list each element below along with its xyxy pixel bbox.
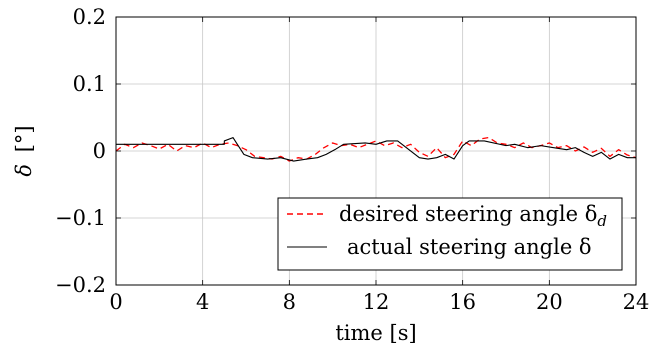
- legend: desired steering angle δd actual steerin…: [277, 197, 623, 271]
- x-tick-label: 12: [363, 290, 390, 314]
- x-tick-label: 0: [109, 290, 122, 314]
- y-axis-unit: [°]: [12, 125, 36, 152]
- y-tick-label: 0: [93, 139, 106, 163]
- y-tick-label: 0.2: [73, 5, 106, 29]
- legend-label-actual: actual steering angle δ: [347, 235, 592, 259]
- series-actual-steering-angle: [116, 137, 636, 162]
- y-tick-label: 0.1: [73, 72, 106, 96]
- legend-box: [277, 197, 623, 271]
- plot-series: [115, 136, 637, 162]
- y-axis-symbol: δ: [12, 164, 36, 177]
- x-tick-label: 20: [536, 290, 563, 314]
- x-tick-label: 4: [196, 290, 209, 314]
- x-axis-title: time [s]: [335, 321, 416, 345]
- y-tick-label: −0.1: [55, 206, 106, 230]
- axis-ticks: 0 4 8 12 16 20 24 −0.2 −0.1 0 0.1 0.2: [55, 5, 649, 314]
- y-axis-title: δ [°]: [12, 125, 36, 176]
- series-desired-steering-angle: [115, 136, 637, 162]
- x-tick-label: 24: [623, 290, 650, 314]
- y-tick-label: −0.2: [55, 273, 106, 297]
- x-tick-label: 8: [283, 290, 296, 314]
- x-tick-label: 16: [449, 290, 476, 314]
- legend-label-desired: desired steering angle δd: [339, 202, 607, 230]
